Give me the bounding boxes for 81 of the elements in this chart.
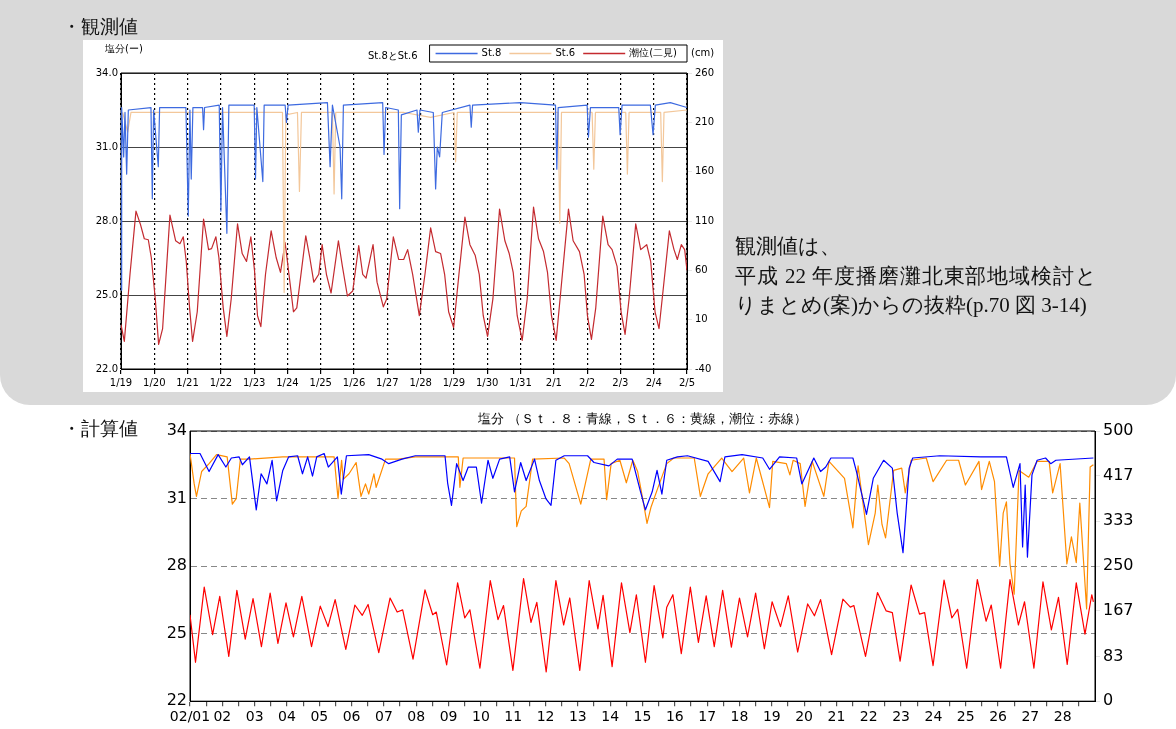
y-tick-label: 22.0 xyxy=(95,362,118,374)
text: ・計算値 xyxy=(62,416,138,441)
x-tick-label: 19 xyxy=(762,708,781,725)
x-tick-label: 1/28 xyxy=(409,376,432,388)
x-tick-label: 2/1 xyxy=(545,376,562,388)
x-tick-label: 06 xyxy=(342,708,361,725)
text: 平成 22 年度播磨灘北東部地域検討とりまとめ(案)からの抜粋(p.70 図 3-14) xyxy=(735,263,1097,319)
x-tick-label: 24 xyxy=(924,708,943,725)
x-tick-label: 2/3 xyxy=(612,376,629,388)
y-tick-label: 28.0 xyxy=(95,214,118,226)
y2-tick-label: 500 xyxy=(1103,420,1134,440)
y-axis-title: 塩分(ー) xyxy=(104,42,143,54)
y-tick-label: 22 xyxy=(166,690,187,710)
x-tick-label: 10 xyxy=(471,708,490,725)
x-tick-label: 1/21 xyxy=(176,376,199,388)
y-tick-label: 25.0 xyxy=(95,288,118,300)
y-tick-label: 31 xyxy=(166,487,187,507)
x-tick-label: 27 xyxy=(1021,708,1040,725)
x-tick-label: 18 xyxy=(730,708,749,725)
x-tick-label: 2/5 xyxy=(678,376,696,388)
x-tick-label: 1/24 xyxy=(276,376,299,388)
x-tick-label: 1/30 xyxy=(476,376,499,388)
x-tick-label: 13 xyxy=(568,708,587,725)
x-tick-label: 1/23 xyxy=(242,376,266,388)
x-tick-label: 04 xyxy=(278,708,296,725)
x-tick-label: 15 xyxy=(633,708,652,725)
x-tick-label: 25 xyxy=(956,708,975,725)
x-tick-label: 17 xyxy=(698,708,717,725)
x-tick-label: 08 xyxy=(407,708,426,725)
x-tick-label: 26 xyxy=(989,708,1008,725)
x-tick-label: 1/27 xyxy=(376,376,399,388)
x-tick-label: 09 xyxy=(439,708,458,725)
y2-tick-label: 0 xyxy=(1103,690,1114,710)
x-tick-label: 02 xyxy=(213,708,232,725)
y2-tick-label: -40 xyxy=(695,362,712,374)
x-tick-label: 28 xyxy=(1053,708,1072,725)
x-tick-label: 1/22 xyxy=(209,376,233,388)
y2-tick-label: 417 xyxy=(1103,465,1134,485)
legend-label: St.6 xyxy=(555,47,576,59)
y2-tick-label: 333 xyxy=(1103,510,1134,530)
x-tick-label: 2/4 xyxy=(645,376,662,388)
x-tick-label: 20 xyxy=(795,708,814,725)
y-tick-label: 25 xyxy=(166,622,187,642)
x-tick-label: 1/19 xyxy=(109,376,133,388)
legend-label: St.8 xyxy=(481,47,502,59)
legend-title: St.8とSt.6 xyxy=(367,50,418,62)
text: 観測値は、 xyxy=(735,233,841,260)
x-tick-label: 03 xyxy=(245,708,264,725)
x-tick-label: 1/26 xyxy=(342,376,366,388)
x-tick-label: 1/31 xyxy=(509,376,532,388)
x-tick-label: 02/01 xyxy=(169,708,211,725)
x-tick-label: 11 xyxy=(504,708,523,725)
chart-title: 塩分 （Ｓｔ．８：青線，Ｓｔ．６：黄線，潮位：赤線） xyxy=(476,411,808,427)
x-tick-label: 14 xyxy=(601,708,620,725)
x-tick-label: 23 xyxy=(892,708,910,725)
x-tick-label: 2/2 xyxy=(579,376,596,388)
x-tick-label: 21 xyxy=(827,708,846,725)
y2-tick-label: 160 xyxy=(695,165,715,177)
y2-tick-label: 110 xyxy=(695,214,715,226)
x-tick-label: 1/29 xyxy=(442,376,466,388)
y-tick-label: 34.0 xyxy=(95,66,118,78)
y2-tick-label: 83 xyxy=(1103,645,1124,665)
x-tick-label: 07 xyxy=(375,708,393,725)
y2-tick-label: 210 xyxy=(695,115,715,127)
y-tick-label: 31.0 xyxy=(95,140,118,152)
y2-tick-label: 10 xyxy=(695,313,708,325)
text: ・観測値 xyxy=(62,14,138,39)
y2-tick-label: 60 xyxy=(695,263,708,275)
x-tick-label: 05 xyxy=(310,708,329,725)
y2-tick-label: 250 xyxy=(1103,555,1134,575)
y-tick-label: 28 xyxy=(166,555,187,575)
x-tick-label: 12 xyxy=(536,708,555,725)
y2-tick-label: 260 xyxy=(695,66,715,78)
x-tick-label: 1/25 xyxy=(309,376,332,388)
x-tick-label: 22 xyxy=(859,708,878,725)
x-tick-label: 16 xyxy=(665,708,684,725)
y2-axis-title: (cm) xyxy=(691,46,715,58)
x-tick-label: 1/20 xyxy=(143,376,166,388)
legend-label: 潮位(二見) xyxy=(629,47,678,59)
y2-tick-label: 167 xyxy=(1103,600,1134,620)
y-tick-label: 34 xyxy=(166,420,187,440)
